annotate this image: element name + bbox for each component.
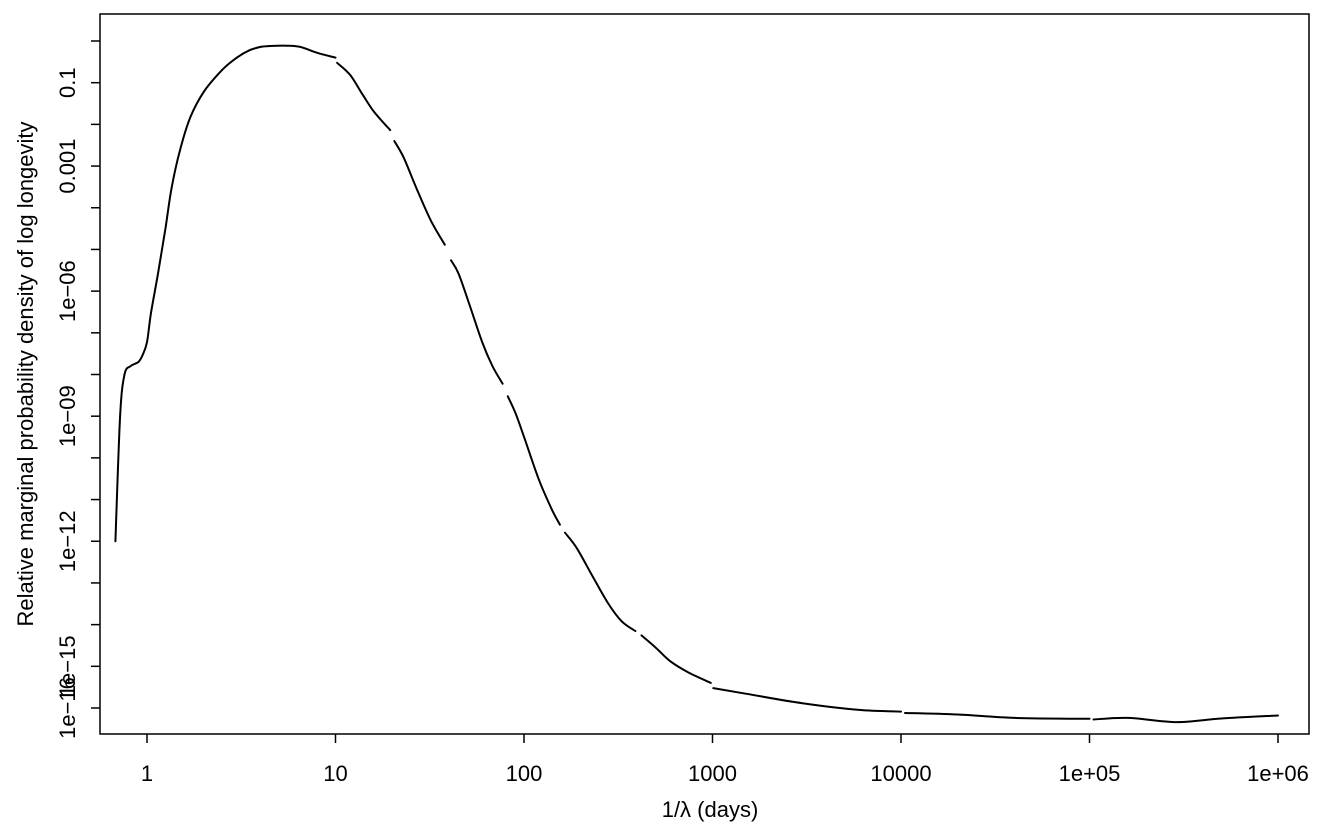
- curve-segment: [393, 140, 446, 246]
- y-tick-label: 1e−06: [55, 260, 80, 322]
- curve-segment: [450, 259, 504, 385]
- y-tick-label: 1e−15: [55, 635, 80, 697]
- x-tick-label: 1000: [688, 761, 737, 786]
- curve-segment: [336, 61, 392, 132]
- curve-segment: [506, 395, 561, 526]
- curve-segment: [904, 712, 1091, 720]
- x-axis: 1 10 100 1000 10000 1e+05 1e+06: [141, 734, 1309, 786]
- curve-segment: [712, 687, 902, 713]
- y-tick-label: 1e−09: [55, 385, 80, 447]
- density-curve: [114, 44, 1279, 724]
- x-tick-label: 100: [506, 761, 543, 786]
- curve-segment: [564, 531, 637, 633]
- curve-segment: [640, 634, 712, 684]
- curve-segment: [114, 44, 337, 543]
- x-axis-title: 1/λ (days): [662, 797, 759, 822]
- x-tick-label: 1e+05: [1059, 761, 1121, 786]
- curve-segment: [1092, 714, 1279, 724]
- x-tick-label: 1: [141, 761, 153, 786]
- y-tick-label: 1e−12: [55, 510, 80, 572]
- x-tick-label: 1e+06: [1247, 761, 1309, 786]
- y-tick-label: 0.001: [55, 139, 80, 194]
- x-tick-label: 10: [323, 761, 347, 786]
- x-tick-label: 10000: [870, 761, 931, 786]
- y-tick-label: 1e−16: [55, 677, 80, 739]
- y-axis-title: Relative marginal probability density of…: [13, 121, 38, 626]
- y-tick-label: 0.1: [55, 67, 80, 98]
